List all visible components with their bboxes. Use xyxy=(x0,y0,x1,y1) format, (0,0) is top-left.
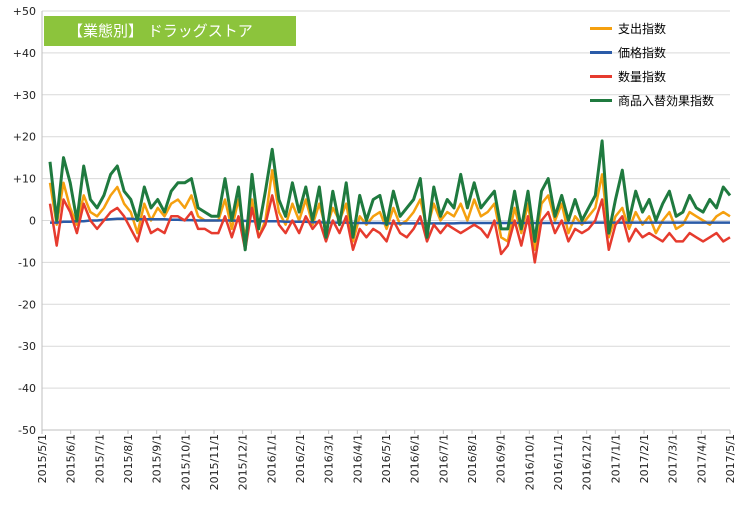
x-tick-label: 2015/5/1 xyxy=(36,434,49,483)
y-tick-label: -30 xyxy=(18,340,36,353)
x-tick-label: 2017/3/1 xyxy=(667,434,680,483)
x-tick-label: 2017/2/1 xyxy=(638,434,651,483)
y-tick-label: -20 xyxy=(18,298,36,311)
y-tick-label: +50 xyxy=(13,5,36,18)
x-tick-label: 2015/6/1 xyxy=(65,434,78,483)
chart-title: 【業態別】 ドラッグストア xyxy=(44,16,296,46)
x-tick-label: 2015/12/1 xyxy=(237,434,250,490)
legend-item: 数量指数 xyxy=(590,64,714,88)
y-tick-label: -50 xyxy=(18,424,36,437)
legend-swatch xyxy=(590,50,612,54)
x-tick-label: 2015/8/1 xyxy=(122,434,135,483)
y-tick-label: +40 xyxy=(13,47,36,60)
x-tick-label: 2016/6/1 xyxy=(409,434,422,483)
x-tick-label: 2016/2/1 xyxy=(294,434,307,483)
series-line xyxy=(48,168,731,252)
x-tick-label: 2017/4/1 xyxy=(695,434,708,483)
legend-swatch xyxy=(590,74,612,78)
y-tick-label: 0 xyxy=(29,215,36,228)
x-tick-label: 2016/9/1 xyxy=(495,434,508,483)
series-line xyxy=(48,194,731,264)
x-tick-label: 2016/12/1 xyxy=(581,434,594,490)
x-tick-label: 2016/1/1 xyxy=(265,434,278,483)
legend-swatch xyxy=(590,26,612,30)
x-tick-label: 2016/3/1 xyxy=(323,434,336,483)
legend: 支出指数 価格指数 数量指数 商品入替効果指数 xyxy=(590,16,714,112)
x-tick-label: 2016/4/1 xyxy=(351,434,364,483)
x-tick-label: 2015/9/1 xyxy=(151,434,164,483)
legend-label: 数量指数 xyxy=(618,69,667,84)
y-tick-label: +30 xyxy=(13,89,36,102)
y-tick-label: -10 xyxy=(18,256,36,269)
y-axis-ticks: +50 +40 +30 +20 +10 0 -10 -20 -30 -40 -50 xyxy=(13,5,36,437)
x-tick-label: 2017/1/1 xyxy=(609,434,622,483)
x-tick-label: 2016/10/1 xyxy=(523,434,536,490)
legend-label: 支出指数 xyxy=(618,21,667,36)
x-tick-label: 2015/11/1 xyxy=(208,434,221,490)
series-lines xyxy=(48,139,732,264)
y-tick-label: +20 xyxy=(13,131,36,144)
legend-label: 商品入替効果指数 xyxy=(618,93,715,108)
legend-item: 価格指数 xyxy=(590,40,714,64)
legend-swatch xyxy=(590,98,612,102)
x-tick-label: 2016/8/1 xyxy=(466,434,479,483)
legend-label: 価格指数 xyxy=(618,45,667,60)
x-tick-label: 2016/5/1 xyxy=(380,434,393,483)
series-line xyxy=(48,139,732,252)
x-tick-label: 2016/11/1 xyxy=(552,434,565,490)
legend-item: 商品入替効果指数 xyxy=(590,88,714,112)
legend-item: 支出指数 xyxy=(590,16,714,40)
x-axis-ticks: 2015/5/1 2015/6/1 2015/7/1 2015/8/1 2015/9/1… xyxy=(36,430,735,490)
x-tick-label: 2016/7/1 xyxy=(437,434,450,483)
x-tick-label: 2015/10/1 xyxy=(179,434,192,490)
x-tick-label: 2017/5/1 xyxy=(724,434,735,483)
x-tick-label: 2015/7/1 xyxy=(93,434,106,483)
y-tick-label: -40 xyxy=(18,382,36,395)
y-tick-label: +10 xyxy=(13,173,36,186)
